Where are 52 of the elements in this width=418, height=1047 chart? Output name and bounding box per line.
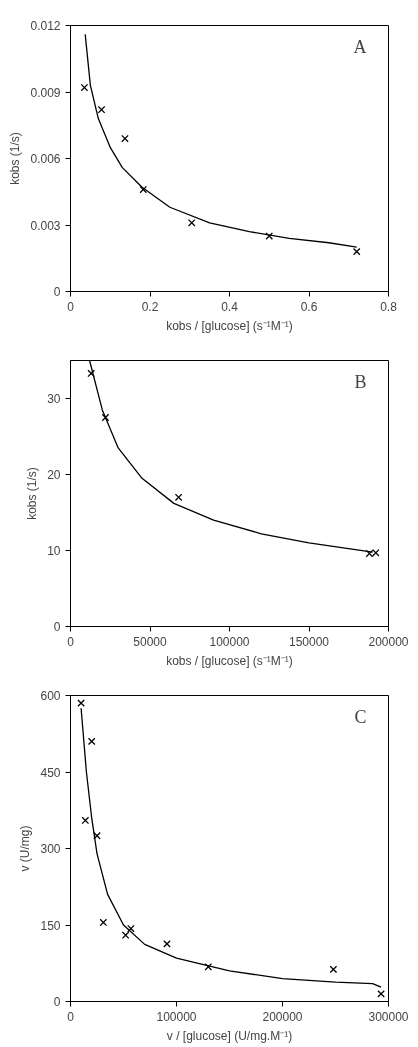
- y-tick-label: 0: [53, 995, 61, 1009]
- point: [99, 918, 108, 927]
- x-tick-label: 0: [67, 299, 75, 314]
- x-tick-label: 200000: [368, 634, 409, 649]
- x-tick-label: 0.8: [380, 299, 398, 314]
- y-tick-label: 0: [53, 285, 61, 299]
- y-tick-label: 30: [47, 392, 61, 406]
- x-tick-label: 0.6: [300, 299, 318, 314]
- point: [352, 247, 361, 256]
- y-axis-title: kobs (1/s): [25, 467, 40, 520]
- point: [163, 940, 171, 948]
- point: [329, 965, 338, 974]
- annotation: A: [353, 36, 367, 57]
- point: [121, 134, 129, 143]
- y-tick-label: 300: [40, 842, 61, 856]
- x-tick-label: 0: [67, 1009, 75, 1024]
- x-tick-label: 100000: [209, 634, 250, 649]
- point: [265, 232, 274, 240]
- y-tick-label: 0.003: [30, 218, 61, 233]
- y-tick-label: 0: [53, 620, 61, 634]
- y-tick-label: 0.006: [30, 152, 61, 166]
- x-axis-title: kobs / [glucose] (s⁻¹M⁻¹): [166, 653, 293, 668]
- x-tick-label: 0: [67, 634, 75, 649]
- y-tick-label: 150: [40, 918, 61, 933]
- point: [97, 105, 106, 114]
- x-tick-label: 0.2: [141, 299, 159, 314]
- x-axis-title: kobs / [glucose] (s⁻¹M⁻¹): [166, 318, 293, 333]
- y-tick-label: 0.012: [30, 19, 61, 33]
- y-tick-label: 20: [47, 468, 61, 482]
- y-axis-title: kobs (1/s): [8, 132, 23, 185]
- point: [81, 816, 90, 825]
- y-tick-label: 0.009: [30, 85, 61, 100]
- annotation: B: [354, 371, 367, 392]
- y-tick-label: 450: [40, 765, 61, 780]
- point: [204, 962, 213, 971]
- x-tick-label: 0.4: [221, 299, 239, 314]
- x-tick-label: 150000: [288, 634, 330, 649]
- point: [127, 924, 135, 933]
- x-tick-label: 300000: [368, 1009, 409, 1024]
- x-tick-label: 100000: [156, 1009, 197, 1024]
- y-axis-title: v (U/mg): [18, 825, 33, 872]
- y-tick-label: 600: [40, 689, 61, 703]
- annotation: C: [354, 706, 367, 727]
- x-axis-title: v / [glucose] (U/mg.M⁻¹): [166, 1028, 293, 1043]
- point: [377, 990, 385, 998]
- y-tick-label: 10: [47, 544, 61, 558]
- x-tick-label: 200000: [262, 1009, 303, 1024]
- point: [121, 931, 130, 940]
- line-series: [80, 707, 382, 988]
- point: [174, 493, 183, 502]
- point: [87, 737, 96, 746]
- x-tick-label: 50000: [133, 634, 168, 649]
